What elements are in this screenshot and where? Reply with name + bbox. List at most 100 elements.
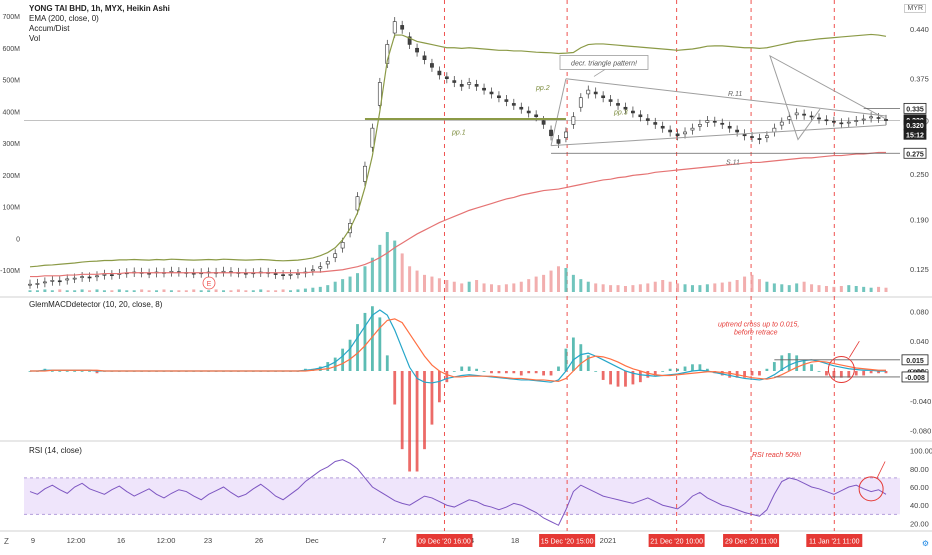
candle-body [28, 283, 32, 286]
rsi-highlight-circle [858, 476, 884, 502]
candle-body [846, 121, 851, 124]
volume-bar [556, 266, 560, 292]
volume-bar [884, 287, 888, 292]
macd-annotation-line2: before retrace [734, 330, 778, 337]
macd-histogram-bar [467, 366, 471, 371]
volume-bar [743, 276, 747, 292]
time-tick-label: 12:00 [67, 536, 86, 545]
macd-histogram-bar [743, 371, 746, 378]
candle-body [72, 277, 77, 280]
volume-bar [423, 274, 427, 292]
volume-bar [720, 282, 724, 292]
candle-body [281, 274, 285, 276]
accdist-tick-label: 100M [2, 205, 20, 212]
accdist-line [29, 33, 887, 268]
candle-body [169, 270, 174, 273]
candle-body [727, 125, 732, 129]
volume-bar [475, 280, 479, 292]
volume-bar [735, 280, 739, 292]
chart-legend: YONG TAI BHD, 1h, MYX, Heikin Ashi EMA (… [29, 4, 170, 44]
candle-body [355, 196, 360, 211]
time-tick-label: 12:00 [157, 536, 176, 545]
candle-body [564, 131, 568, 138]
candle-body [333, 253, 338, 258]
legend-ema: EMA (200, close, 0) [29, 14, 99, 23]
macd-histogram-bar [80, 371, 84, 372]
macd-histogram-bar [802, 359, 806, 371]
candle-body [87, 276, 92, 279]
volume-bar [609, 285, 613, 292]
candle-body [288, 273, 293, 276]
macd-histogram-bar [765, 368, 769, 371]
accdist-tick-label: 300M [2, 141, 20, 148]
volume-bar [266, 290, 270, 292]
zoom-icon[interactable]: Z [4, 537, 9, 546]
volume-bar [571, 274, 575, 292]
volume-bar [132, 290, 136, 292]
volume-bar [303, 288, 307, 292]
macd-histogram-bar [437, 371, 441, 403]
price-badge-text: 0.320 [906, 123, 924, 130]
candle-body [35, 283, 40, 285]
currency-label[interactable]: MYR [904, 4, 926, 13]
time-tick-label: Dec [305, 536, 319, 545]
candle-body [57, 280, 62, 283]
candle-body [437, 70, 442, 76]
volume-bar [594, 283, 598, 292]
volume-bar [251, 290, 255, 292]
rsi-band [24, 477, 900, 515]
macd-histogram-bar [393, 371, 397, 405]
volume-bar [408, 266, 412, 292]
macd-histogram-bar [88, 371, 91, 372]
macd-histogram-bar [445, 371, 449, 383]
annotation-r11: R.11 [728, 91, 742, 98]
candle-body [608, 99, 613, 102]
accdist-tick-label: 0 [16, 236, 20, 243]
macd-histogram-bar [705, 368, 709, 371]
candle-body [318, 266, 323, 269]
volume-bar [348, 276, 352, 292]
macd-histogram-bar [58, 371, 62, 372]
macd-annotation-line1: uptrend cross up to 0.015, [718, 321, 799, 328]
macd-histogram-bar [348, 339, 352, 371]
ema-line [30, 151, 886, 278]
candle-body [310, 269, 315, 272]
earnings-marker [202, 276, 216, 290]
volume-bar [147, 290, 151, 292]
candle-body [593, 91, 598, 95]
triangle-lower-line [551, 124, 887, 147]
macd-histogram-bar [638, 371, 642, 383]
macd-histogram-bar [653, 371, 657, 376]
candle-body [653, 122, 658, 125]
date-badge [648, 534, 705, 547]
candle-body [459, 84, 464, 87]
volume-bar [482, 283, 486, 292]
candle-body [683, 131, 687, 135]
candle-body [802, 113, 807, 116]
candle-body [884, 119, 888, 121]
time-tick-label: 2021 [600, 536, 617, 545]
candle-body [370, 127, 375, 148]
macd-histogram-bar [869, 371, 873, 374]
date-badge-text: 21 Dec '20 10:00 [650, 539, 703, 546]
candle-body [377, 82, 382, 106]
price-tick-label: 0.440 [910, 25, 929, 34]
macd-pane-title: GlemMACDdetector (10, 20, close, 8) [29, 300, 163, 309]
macd-tick-label: 0.000 [910, 367, 929, 376]
time-tick-label: 23 [204, 536, 212, 545]
volume-bar [810, 284, 814, 292]
settings-icon[interactable]: ⚙ [921, 539, 929, 548]
macd-histogram-bar [423, 371, 426, 450]
candle-body [571, 116, 576, 125]
volume-bar [668, 281, 672, 292]
date-badge-text: 29 Dec '20 11:00 [725, 539, 777, 546]
candle-body [430, 63, 434, 68]
volume-bar [847, 285, 851, 292]
candle-body [839, 122, 844, 125]
volume-bar [787, 285, 791, 292]
macd-histogram-bar [631, 371, 635, 385]
volume-bar [653, 281, 657, 292]
rsi-annotation: RSI reach 50%! [752, 452, 801, 459]
volume-bar [780, 284, 784, 292]
candle-body [400, 25, 405, 30]
